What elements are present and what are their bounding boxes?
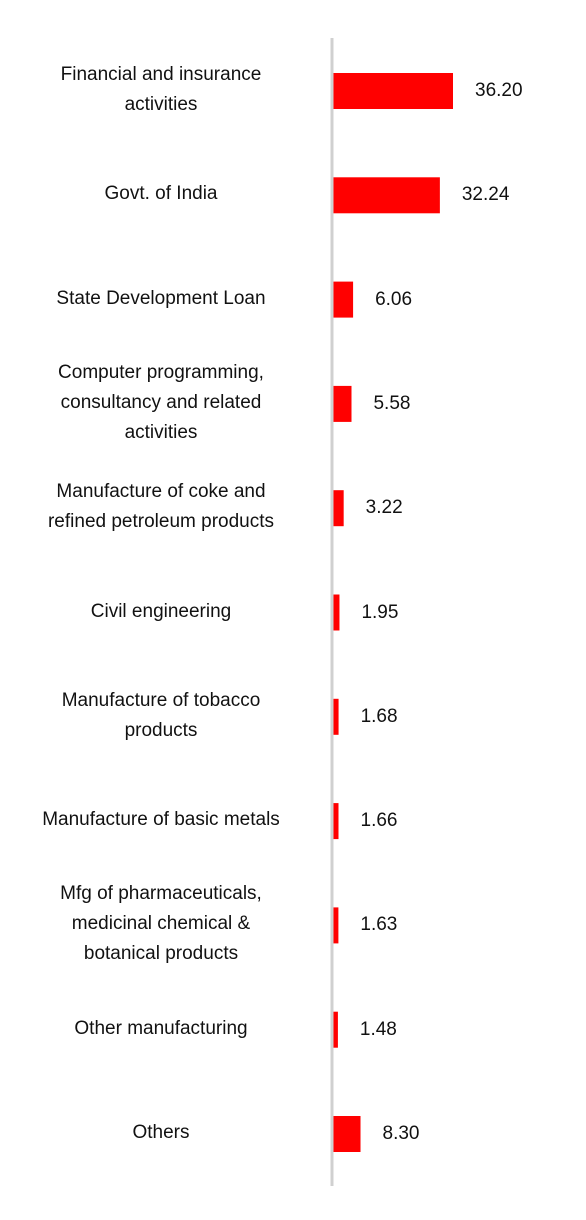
bar [333,1116,361,1152]
value-label: 32.24 [461,184,510,206]
value-label: 1.63 [360,914,398,936]
value-label: 1.68 [360,705,398,727]
category-label: Computer programming, consultancy and re… [58,361,264,443]
category-label: Govt. of India [104,183,218,205]
bar [333,73,453,109]
bar [333,1011,338,1048]
bar [333,490,344,527]
category-label: Manufacture of tobacco products [61,689,261,741]
category-label: Manufacture of coke and refined petroleu… [47,481,274,533]
category-label: Financial and insurance activities [60,64,262,115]
bar [333,698,339,735]
category-label: State Development Loan [56,287,266,309]
bar [333,594,340,631]
category-label: Manufacture of basic metals [42,809,280,831]
value-label: 36.20 [475,80,523,101]
bar [333,907,339,944]
bar-group [333,73,453,1152]
bar [333,385,352,422]
bar [333,281,354,318]
value-label: 6.06 [375,288,413,310]
category-label: Mfg of pharmaceuticals, medicinal chemic… [60,883,262,965]
value-label: 1.48 [359,1018,397,1040]
category-label: Other manufacturing [74,1017,248,1039]
value-label: 1.66 [360,810,398,832]
bar [333,177,440,214]
category-label: Civil engineering [90,600,232,622]
value-label: 5.58 [373,392,411,414]
value-label: 3.22 [365,497,403,519]
value-label: 8.30 [382,1123,420,1144]
value-label: 1.95 [361,601,399,623]
category-label: Others [132,1122,190,1143]
bar [333,803,339,840]
